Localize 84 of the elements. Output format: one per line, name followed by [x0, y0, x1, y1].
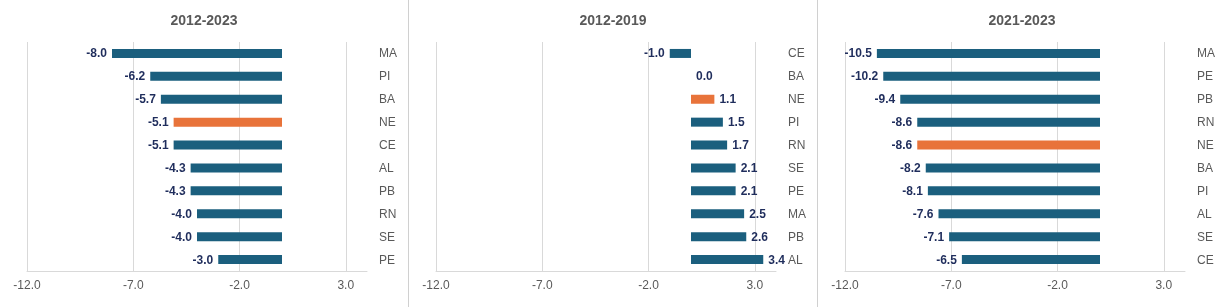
bar [691, 186, 736, 196]
data-label: 2.1 [740, 183, 758, 198]
y-tick-label: MA [379, 46, 397, 61]
y-tick-label: CE [379, 138, 396, 153]
data-label: 1.1 [719, 92, 737, 107]
y-tick-label: SE [379, 229, 396, 244]
y-tick-label: PB [1197, 92, 1214, 107]
data-label: -3.0 [192, 252, 214, 267]
x-tick-label: -7.0 [531, 278, 553, 292]
data-label: -5.1 [147, 115, 169, 130]
data-label: -4.3 [164, 183, 186, 198]
y-tick-label: PI [1197, 183, 1209, 198]
data-label: -8.0 [86, 46, 108, 61]
bar [691, 140, 728, 150]
y-tick-label: BA [1197, 160, 1214, 175]
y-tick-label: RN [788, 138, 806, 153]
y-tick-label: PI [379, 69, 391, 84]
chart-title: 2012-2023 [170, 12, 238, 28]
y-tick-label: PB [788, 229, 805, 244]
data-label: 0.0 [696, 69, 714, 84]
data-label: -8.6 [891, 115, 913, 130]
data-label: -6.5 [936, 252, 958, 267]
y-tick-label: NE [1197, 138, 1214, 153]
data-label: -4.0 [171, 229, 193, 244]
data-label: 2.6 [751, 229, 769, 244]
y-tick-label: BA [379, 92, 396, 107]
bar [691, 117, 723, 127]
bar [691, 255, 764, 265]
x-tick-label: -2.0 [638, 278, 660, 292]
data-label: 2.5 [749, 206, 767, 221]
y-tick-label: MA [1197, 46, 1215, 61]
x-tick-label: -12.0 [831, 278, 859, 292]
data-label: -9.4 [874, 92, 896, 107]
x-tick-label: -7.0 [122, 278, 144, 292]
chart-title: 2021-2023 [988, 12, 1056, 28]
data-label: -7.1 [923, 229, 945, 244]
data-label: -1.0 [644, 46, 666, 61]
chart-title: 2012-2019 [579, 12, 647, 28]
y-tick-label: PE [1197, 69, 1214, 84]
data-label: -8.2 [900, 160, 922, 175]
x-tick-label: -2.0 [1047, 278, 1069, 292]
y-tick-label: SE [1197, 229, 1214, 244]
y-tick-label: AL [788, 252, 803, 267]
y-tick-label: CE [788, 46, 805, 61]
y-tick-label: MA [788, 206, 806, 221]
data-label: -8.1 [902, 183, 924, 198]
data-label: -5.1 [147, 138, 169, 153]
x-tick-label: 3.0 [1155, 278, 1173, 292]
x-tick-label: -2.0 [229, 278, 251, 292]
y-tick-label: PE [788, 183, 805, 198]
y-tick-label: CE [1197, 252, 1214, 267]
x-tick-label: 3.0 [746, 278, 764, 292]
y-tick-label: SE [788, 160, 805, 175]
bar [691, 94, 715, 104]
y-tick-label: PI [788, 115, 800, 130]
data-label: 2.1 [740, 160, 758, 175]
y-tick-label: BA [788, 69, 805, 84]
y-tick-label: NE [788, 92, 805, 107]
y-tick-label: RN [1197, 115, 1215, 130]
bar [669, 48, 691, 58]
bar [691, 163, 736, 173]
data-label: -10.5 [844, 46, 873, 61]
bar [691, 232, 747, 242]
y-tick-label: RN [379, 206, 397, 221]
data-label: 1.7 [732, 138, 750, 153]
y-tick-label: PE [379, 252, 396, 267]
y-tick-label: NE [379, 115, 396, 130]
x-tick-label: -7.0 [940, 278, 962, 292]
data-label: -4.0 [171, 206, 193, 221]
y-tick-label: AL [379, 160, 394, 175]
bar [691, 209, 745, 219]
y-tick-label: AL [1197, 206, 1212, 221]
x-tick-label: -12.0 [13, 278, 41, 292]
x-tick-label: -12.0 [422, 278, 450, 292]
x-tick-label: 3.0 [337, 278, 355, 292]
data-label: 1.5 [727, 115, 745, 130]
data-label: -7.6 [912, 206, 934, 221]
data-label: -4.3 [164, 160, 186, 175]
data-label: -8.6 [891, 138, 913, 153]
data-label: 3.4 [768, 252, 786, 267]
data-label: -5.7 [135, 92, 157, 107]
y-tick-label: PB [379, 183, 396, 198]
data-label: -6.2 [124, 69, 146, 84]
data-label: -10.2 [850, 69, 879, 84]
